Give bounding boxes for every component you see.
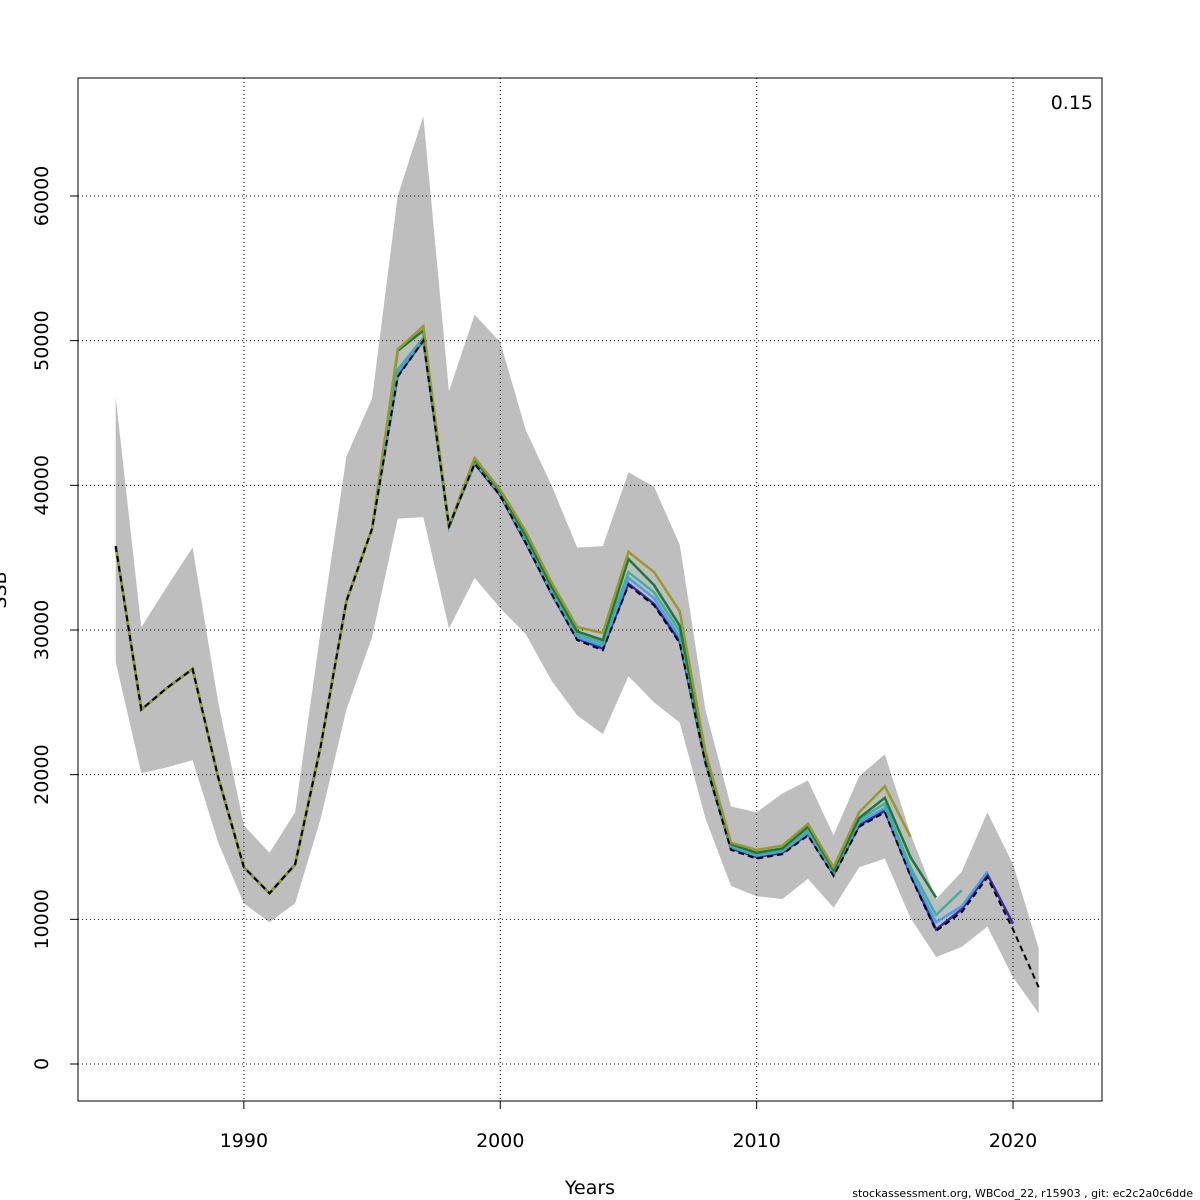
y-tick-label: 60000 [31, 166, 53, 226]
x-tick-label: 2000 [476, 1130, 524, 1152]
y-tick-label: 30000 [31, 600, 53, 660]
y-axis-label: SSB [0, 571, 11, 608]
x-axis-label: Years [564, 1177, 615, 1199]
plot-frame [77, 77, 1103, 1102]
confidence-band [115, 116, 1039, 1014]
y-tick-label: 0 [31, 1058, 53, 1070]
y-tick-label: 10000 [31, 889, 53, 949]
x-tick-label: 1990 [220, 1130, 268, 1152]
y-tick-label: 50000 [31, 310, 53, 370]
footer: stockassessment.org, WBCod_22, r15903 , … [852, 1187, 1193, 1200]
y-tick-label: 40000 [31, 455, 53, 515]
y-tick-label: 20000 [31, 744, 53, 804]
series-line [114, 338, 1040, 988]
x-tick-label: 2010 [732, 1130, 780, 1152]
x-tick-label: 2020 [989, 1130, 1037, 1152]
annotation: 0.15 [1051, 92, 1093, 114]
